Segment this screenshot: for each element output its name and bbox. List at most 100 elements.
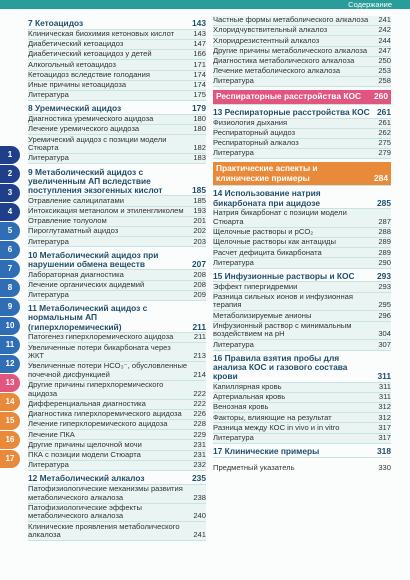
toc-title: Отравление толуолом (28, 216, 107, 226)
toc-page: 253 (378, 66, 391, 76)
toc-title: Эффект гипергидремии (213, 281, 298, 291)
toc-page: 285 (377, 197, 391, 208)
toc-page: 180 (193, 124, 206, 134)
toc-entry: Литература 203 (28, 236, 206, 248)
toc-page: 214 (193, 370, 206, 380)
toc-title: Другие причины щелочной мочи (28, 439, 142, 449)
toc-page: 312 (378, 402, 391, 412)
toc-page: 174 (193, 69, 206, 79)
toc-page: 293 (377, 270, 391, 281)
toc-title: Респираторный ацидоз (213, 128, 296, 137)
toc-page: 193 (193, 205, 206, 215)
chapter-tab: 13 (0, 374, 20, 392)
toc-page: 143 (192, 18, 206, 29)
toc-entry: Патофизиологические механизмы развития м… (28, 484, 206, 504)
chapter-tab: 14 (0, 393, 20, 411)
toc-page: 222 (193, 388, 206, 398)
toc-page: 203 (193, 236, 206, 246)
toc-page: 311 (378, 392, 391, 402)
toc-page: 238 (193, 492, 206, 502)
toc-title: 11 Метаболический ацидоз с нормальным АП… (28, 303, 148, 332)
toc-title: 14 Использование натрия бикарбоната при … (213, 188, 321, 208)
chapter-tab: 16 (0, 431, 20, 449)
toc-title: Патофизиологические механизмы развития м… (28, 484, 183, 502)
toc-title: Другие причины метаболического алкалоза (213, 45, 368, 55)
toc-entry: Лечение ПКА 229 (28, 430, 206, 441)
toc-entry: Лечение метаболического алкалоза 253 (213, 66, 391, 78)
chapter-tab: 3 (0, 184, 20, 202)
toc-entry: Отравление салицилатами 185 (28, 195, 206, 207)
toc-entry: Кетоацидоз вследствие голодания 174 (28, 69, 206, 81)
chapter-tabs: 1 2 3 4 5 6 7 8 9 10 11 12 13 14 15 16 17 (0, 146, 20, 469)
toc-entry: Другие причины щелочной мочи 231 (28, 439, 206, 451)
toc-title: 9 Метаболический ацидоз с увеличенным АП… (28, 166, 163, 195)
toc-page: 288 (378, 227, 391, 237)
toc-entry: Щелочные растворы и pCO₂ 288 (213, 227, 391, 239)
toc-page: 312 (378, 412, 391, 422)
toc-entry: Диагностика уремического ацидоза 180 (28, 115, 206, 126)
toc-entry: Эффект гипергидремии 293 (213, 281, 391, 293)
toc-entry: Патофизиологические эффекты метаболическ… (28, 503, 206, 523)
toc-title: ПКА с позиции модели Стюарта (28, 449, 141, 459)
toc-entry: Респираторный ацидоз 262 (213, 128, 391, 139)
toc-title: Литература (213, 432, 254, 442)
toc-title: 15 Инфузионные растворы и КОС (213, 270, 355, 281)
chapter-tab: 7 (0, 260, 20, 278)
toc-page: 185 (192, 184, 206, 195)
toc-page: 241 (193, 530, 206, 540)
toc-heading: 13 Респираторные расстройства КОС 261 (213, 107, 391, 119)
toc-entry: Увеличенные потери HCO₃⁻, обусловленные … (28, 362, 206, 381)
toc-title: Хлоридчувствительный алкалоз (213, 25, 328, 35)
toc-entry: Венозная кровь 312 (213, 402, 391, 414)
toc-entry: Инфузионный раствор с минимальным воздей… (213, 321, 391, 341)
toc-entry: Респираторный алкалоз 275 (213, 139, 391, 150)
toc-page: 311 (378, 382, 391, 392)
toc-entry: Лечение уремического ацидоза 180 (28, 124, 206, 136)
chapter-tab: 4 (0, 203, 20, 221)
toc-title: Хлоридрезистентный алкалоз (213, 35, 320, 45)
toc-part: Респираторные расстройства КОС 260 (213, 90, 391, 105)
chapter-tab: 15 (0, 412, 20, 430)
toc-title: Увеличенные потери HCO₃⁻, обусловленные … (28, 361, 188, 380)
toc-page: 183 (193, 153, 206, 163)
toc-entry: Хлоридрезистентный алкалоз 244 (213, 35, 391, 47)
toc-page: 317 (378, 422, 391, 432)
toc-title: Лечение гиперхлоремического ацидоза (28, 419, 168, 429)
toc-heading: 15 Инфузионные растворы и КОС 293 (213, 270, 391, 283)
toc-entry: Литература 258 (213, 77, 391, 88)
toc-page: 231 (193, 439, 206, 449)
toc-page: 222 (193, 398, 206, 408)
toc-page: 213 (193, 351, 206, 361)
toc-entry: Литература 183 (28, 153, 206, 165)
header-title: Содержание (348, 0, 392, 9)
toc-title: Клинические проявления метаболического а… (28, 521, 180, 540)
toc-heading: 16 Правила взятия пробы для анализа КОС … (213, 353, 391, 383)
toc-title: Факторы, влияющие на результат (213, 412, 332, 422)
toc-page: 241 (378, 15, 391, 25)
toc-entry: Дифференциальная диагностика 222 (28, 398, 206, 410)
toc-title: Пироглутаматный ацидоз (28, 226, 119, 236)
toc-title: Литература (28, 90, 69, 100)
toc-title: Литература (213, 148, 254, 158)
toc-page: 207 (192, 258, 206, 269)
toc-entry: Литература 317 (213, 432, 391, 444)
toc-entry: Клиническая биохимия кетоновых кислот 143 (28, 29, 206, 40)
toc-page: 179 (192, 103, 206, 114)
toc-entry: Литература 175 (28, 90, 206, 102)
toc-page: 247 (378, 45, 391, 55)
chapter-tab: 8 (0, 279, 20, 297)
toc-entry: Диабетический кетоацидоз у детей 166 (28, 50, 206, 61)
toc-page: 279 (378, 148, 391, 158)
chapter-tab: 10 (0, 317, 20, 335)
toc-title: Отравление салицилатами (28, 195, 124, 205)
toc-heading: 17 Клинические примеры 318 (213, 446, 391, 458)
toc-entry: Патогенез гиперхлоремического ацидоза 211 (28, 333, 206, 344)
toc-heading: 11 Метаболический ацидоз с нормальным АП… (28, 303, 206, 334)
toc-heading: 7 Кетоацидоз 143 (28, 19, 206, 30)
toc-part: Практические аспекты и клинические приме… (213, 162, 391, 187)
toc-title: Увеличенные потери бикарбоната через ЖКТ (28, 342, 171, 361)
toc-entry: Капиллярная кровь 311 (213, 382, 391, 393)
toc-title: Лечение органических ацидемий (28, 279, 145, 289)
toc-entry: Пироглутаматный ацидоз 202 (28, 226, 206, 238)
toc-entry: Увеличенные потери бикарбоната через ЖКТ… (28, 342, 206, 363)
